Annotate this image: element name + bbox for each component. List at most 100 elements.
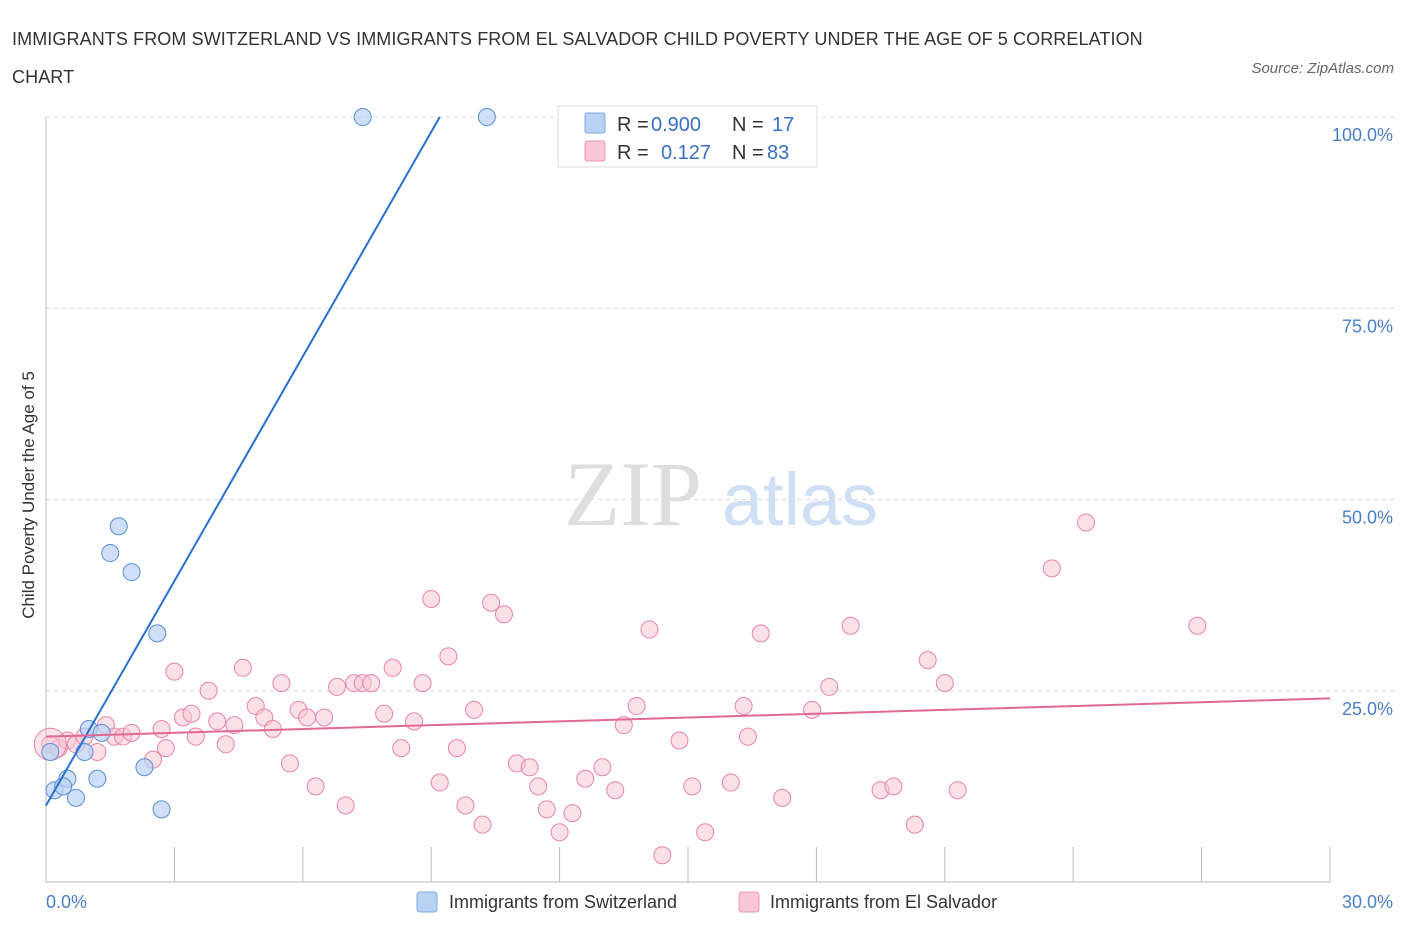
point-el-salvador [392,739,411,758]
point-el-salvador [751,624,770,643]
point-el-salvador [1042,559,1061,578]
point-el-salvador [439,647,458,666]
point-el-salvador [841,616,860,635]
point-el-salvador [233,658,252,677]
series-el-salvador [33,513,1207,865]
point-el-salvador [550,823,569,842]
point-el-salvador [306,777,325,796]
point-el-salvador [122,723,141,742]
y-axis-label: Child Poverty Under the Age of 5 [19,371,38,619]
point-el-salvador [482,593,501,612]
point-el-salvador [884,777,903,796]
bottom-legend-el-salvador: Immigrants from El Salvador [770,892,997,912]
point-switzerland [101,544,120,563]
bottom-legend-swatch-el-salvador [738,891,760,913]
y-tick-labels: 25.0% 50.0% 75.0% 100.0% [1332,125,1393,719]
y-tick-label: 75.0% [1342,316,1393,336]
point-switzerland [66,788,85,807]
point-switzerland [109,517,128,536]
legend-swatch-el-salvador [584,140,606,162]
point-el-salvador [905,815,924,834]
point-el-salvador [216,735,235,754]
point-el-salvador [494,605,513,624]
point-el-salvador [640,620,659,639]
watermark-atlas: atlas [722,458,878,541]
point-switzerland [75,742,94,761]
watermark-zip: ZIP [564,443,702,545]
legend-r-label: R = [617,114,649,136]
point-el-salvador [315,708,334,727]
point-el-salvador [375,704,394,723]
point-switzerland [353,108,372,126]
point-el-salvador [430,773,449,792]
y-tick-label: 50.0% [1342,508,1393,528]
point-el-salvador [773,788,792,807]
point-el-salvador [593,758,612,777]
point-el-salvador [803,700,822,719]
point-el-salvador [1188,616,1207,635]
point-el-salvador [670,731,689,750]
source-note: Source: ZipAtlas.com [1251,60,1394,77]
legend-swatch-switzerland [584,112,606,134]
legend-r-switzerland: 0.900 [651,114,701,136]
point-el-salvador [152,720,171,738]
x-tick-max: 30.0% [1342,892,1393,912]
point-el-salvador [165,662,184,681]
point-switzerland [122,563,141,582]
legend-r-label: R = [617,142,649,164]
x-tick-min: 0.0% [46,892,87,912]
point-el-salvador [383,658,402,677]
point-el-salvador [918,651,937,670]
point-el-salvador [738,727,757,746]
legend-n-label: N = [732,114,764,136]
point-el-salvador [413,674,432,693]
watermark: ZIP atlas [564,443,878,545]
point-el-salvador [683,777,702,796]
legend-n-label: N = [732,142,764,164]
point-el-salvador [563,804,582,823]
y-tick-label: 100.0% [1332,125,1393,145]
point-el-salvador [405,712,424,731]
point-el-salvador [182,704,201,723]
bottom-legend-switzerland: Immigrants from Switzerland [449,892,677,912]
point-el-salvador [696,823,715,842]
series-switzerland [41,108,496,819]
point-el-salvador [272,674,291,693]
point-switzerland [148,624,167,643]
point-el-salvador [520,758,539,777]
grid-lines [46,116,1395,692]
legend-n-switzerland: 17 [772,114,794,136]
point-el-salvador [336,796,355,815]
point-el-salvador [422,589,441,608]
trend-line-el-salvador [45,697,1331,738]
point-el-salvador [199,681,218,700]
point-el-salvador [456,796,475,815]
point-el-salvador [820,677,839,696]
point-el-salvador [948,781,967,800]
point-el-salvador [721,773,740,792]
point-el-salvador [362,674,381,693]
point-el-salvador [529,777,548,796]
point-el-salvador [280,754,299,773]
trend-line-switzerland [45,116,441,806]
point-el-salvador [208,712,227,731]
point-el-salvador [186,727,205,746]
point-el-salvador [1077,513,1096,532]
point-switzerland [477,108,496,126]
point-el-salvador [614,716,633,735]
point-el-salvador [298,708,317,727]
y-tick-label: 25.0% [1342,699,1393,719]
point-el-salvador [576,769,595,788]
point-el-salvador [537,800,556,819]
point-switzerland [88,769,107,788]
point-el-salvador [627,697,646,716]
bottom-legend: Immigrants from Switzerland Immigrants f… [416,891,997,913]
point-el-salvador [653,846,672,865]
point-el-salvador [447,739,466,758]
point-switzerland [152,800,171,819]
point-el-salvador [734,697,753,716]
point-el-salvador [156,739,175,758]
point-el-salvador [606,781,625,800]
point-el-salvador [328,677,347,696]
